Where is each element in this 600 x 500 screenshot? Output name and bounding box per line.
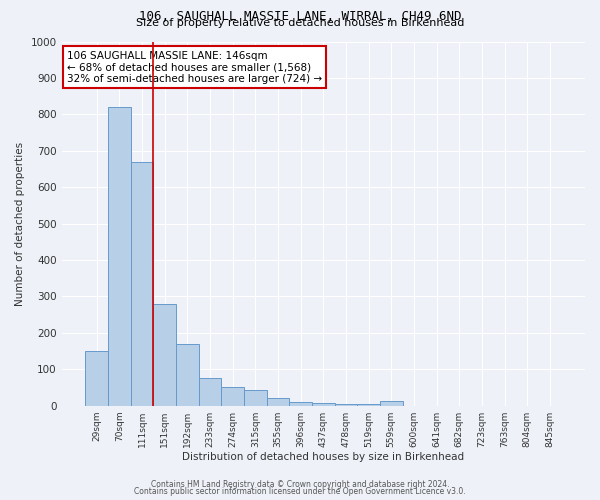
Bar [380,401,403,406]
Text: Contains HM Land Registry data © Crown copyright and database right 2024.: Contains HM Land Registry data © Crown c… [151,480,449,489]
Y-axis label: Number of detached properties: Number of detached properties [15,142,25,306]
Text: Contains public sector information licensed under the Open Government Licence v3: Contains public sector information licen… [134,487,466,496]
Bar [244,390,266,406]
Bar [108,107,131,406]
Bar [312,403,335,406]
Bar [199,378,221,406]
Text: Size of property relative to detached houses in Birkenhead: Size of property relative to detached ho… [136,18,464,28]
Bar [266,398,289,406]
Bar [335,404,357,406]
Text: 106, SAUGHALL MASSIE LANE, WIRRAL, CH49 6ND: 106, SAUGHALL MASSIE LANE, WIRRAL, CH49 … [139,10,461,23]
Bar [176,344,199,406]
Bar [131,162,154,406]
Bar [357,404,380,406]
Bar [221,388,244,406]
Bar [289,402,312,406]
Bar [85,351,108,406]
X-axis label: Distribution of detached houses by size in Birkenhead: Distribution of detached houses by size … [182,452,464,462]
Text: 106 SAUGHALL MASSIE LANE: 146sqm
← 68% of detached houses are smaller (1,568)
32: 106 SAUGHALL MASSIE LANE: 146sqm ← 68% o… [67,50,322,84]
Bar [154,304,176,406]
